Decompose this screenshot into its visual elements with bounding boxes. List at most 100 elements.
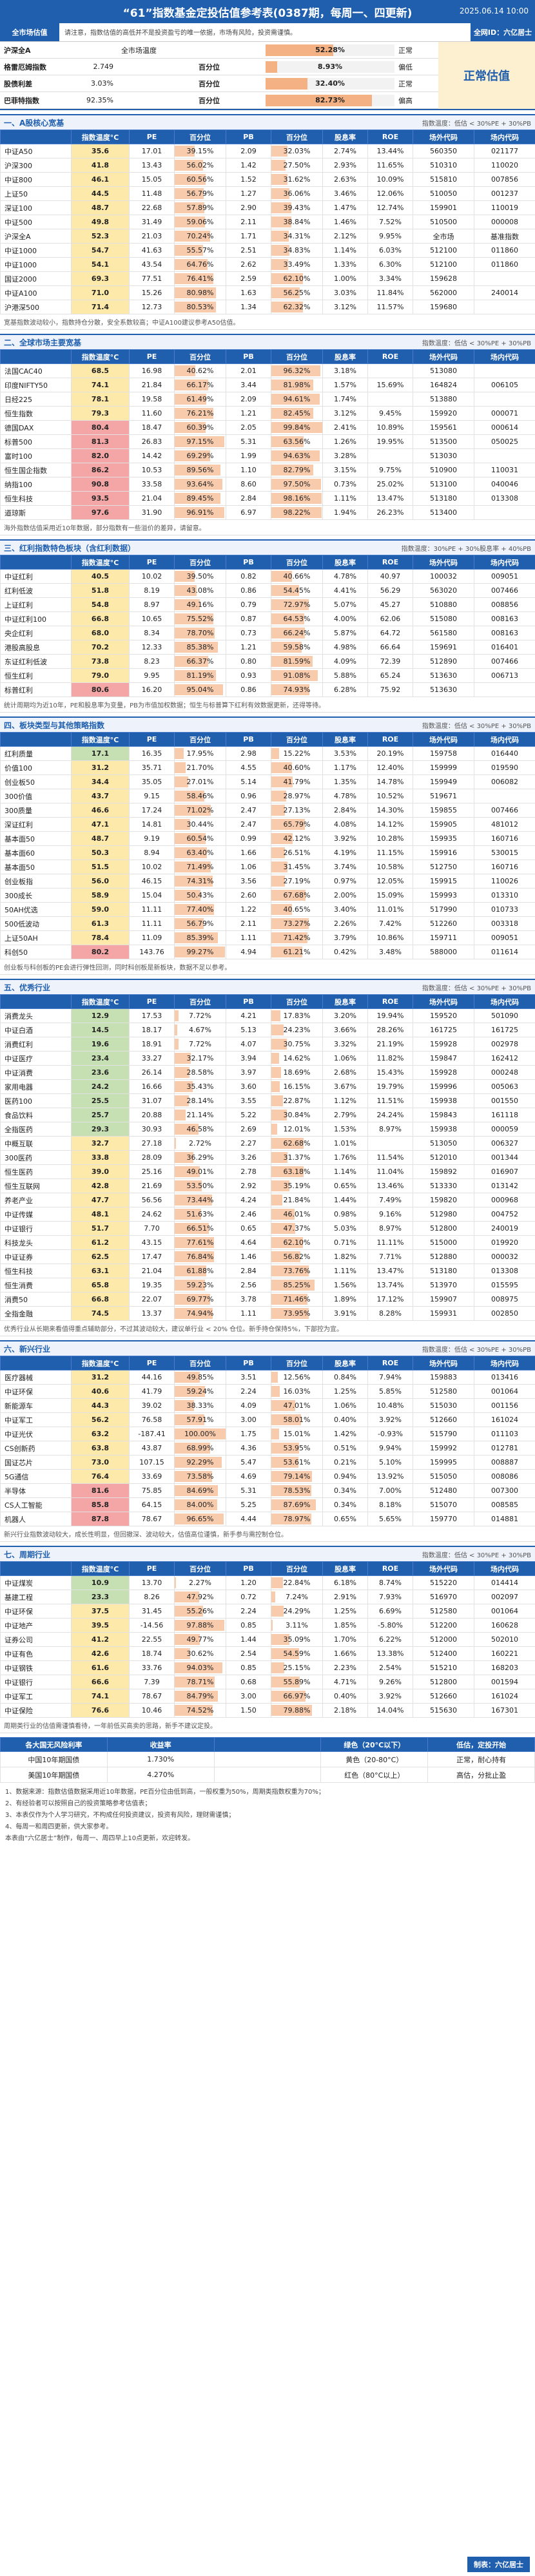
pe-value: 11.11 — [129, 916, 175, 931]
pb-percentile-text: 31.62% — [283, 175, 311, 184]
pb-value: 3.00 — [226, 1689, 271, 1704]
pe-percentile-fill — [175, 1280, 205, 1291]
index-name: 半导体 — [0, 1483, 72, 1498]
pb-percentile-text: 16.03% — [283, 1387, 311, 1396]
pe-percentile: 28.14% — [174, 1093, 226, 1108]
index-temperature: 65.8 — [71, 1278, 130, 1293]
summary-status: 正常 — [398, 46, 413, 55]
index-name: 中证环保 — [0, 1604, 72, 1619]
col-header: 场内代码 — [474, 349, 535, 364]
col-header: 百分位 — [271, 1561, 323, 1576]
pe-value: 11.60 — [129, 406, 175, 421]
rates-cell — [213, 1751, 322, 1767]
pb-percentile-fill — [271, 932, 308, 943]
offexchange-code: 515080 — [413, 611, 474, 626]
dividend-yield: 1.11% — [322, 491, 368, 506]
pe-percentile-fill — [175, 1265, 206, 1276]
exchange-code: 160716 — [474, 860, 535, 874]
table-row: 红利低波 51.8 8.19 43.08% 0.86 54.45% 4.41% 56.29 56… — [0, 583, 535, 598]
pe-percentile-text: 100.00% — [184, 1430, 216, 1438]
index-name: 5G通信 — [0, 1469, 72, 1484]
pe-value: 77.51 — [129, 271, 175, 286]
pb-value: 1.27 — [226, 186, 271, 201]
pe-percentile: 85.39% — [174, 930, 226, 945]
pb-value: 5.13 — [226, 1023, 271, 1037]
pb-percentile-text: 12.01% — [283, 1125, 311, 1133]
roe-value — [367, 363, 413, 378]
col-header: 场外代码 — [413, 349, 474, 364]
pe-percentile-fill — [175, 1223, 209, 1234]
offexchange-code: 159892 — [413, 1164, 474, 1179]
index-temperature: 46.6 — [71, 803, 130, 818]
pe-percentile-fill — [175, 1577, 176, 1588]
exchange-code: 001594 — [474, 1675, 535, 1689]
pb-value: 1.06 — [226, 860, 271, 874]
pe-percentile: 61.88% — [174, 1264, 226, 1278]
pb-percentile-fill — [271, 918, 309, 929]
index-temperature: 14.5 — [71, 1023, 130, 1037]
pe-percentile: 17.95% — [174, 746, 226, 761]
pb-value: 1.66 — [226, 845, 271, 860]
exchange-code: 013416 — [474, 1370, 535, 1385]
exchange-code: 000614 — [474, 420, 535, 435]
pe-percentile: 58.46% — [174, 789, 226, 803]
pe-percentile-text: 96.65% — [186, 1515, 214, 1523]
roe-value: 6.69% — [367, 1604, 413, 1619]
pb-percentile: 27.13% — [271, 803, 323, 818]
pb-percentile-text: 74.93% — [283, 686, 311, 694]
pe-percentile-text: 69.29% — [186, 452, 214, 460]
table-row: 德国DAX 80.4 18.47 60.39% 2.05 99.84% 2.41% 10.89… — [0, 420, 535, 435]
pe-percentile-fill — [175, 1209, 201, 1220]
col-header-name — [0, 555, 72, 570]
table-row: 半导体 81.6 75.85 84.69% 5.31 78.53% 0.34% 7.00% 51… — [0, 1483, 535, 1498]
index-name: 创业板50 — [0, 774, 72, 789]
pe-percentile: 76.84% — [174, 1249, 226, 1264]
pe-percentile-text: 66.51% — [186, 1224, 214, 1233]
roe-value: 8.97% — [367, 1221, 413, 1236]
pb-percentile-text: 78.53% — [283, 1486, 311, 1495]
roe-value: 7.52% — [367, 215, 413, 229]
table-row: 东证红利低波 73.8 8.23 66.37% 0.80 81.59% 4.09% 72.39… — [0, 654, 535, 669]
pe-percentile-text: 38.33% — [186, 1401, 214, 1410]
offexchange-code: 159949 — [413, 774, 474, 789]
col-header: PE — [129, 732, 175, 747]
pe-percentile: 70.24% — [174, 229, 226, 244]
pb-percentile-fill — [271, 1294, 308, 1305]
dividend-yield: 2.68% — [322, 1065, 368, 1080]
pe-value: 21.04 — [129, 1264, 175, 1278]
table-row: 纳指100 90.8 33.58 93.64% 8.60 97.50% 0.73% 25.02… — [0, 477, 535, 492]
index-name: 基建工程 — [0, 1590, 72, 1604]
dividend-yield: 4.00% — [322, 611, 368, 626]
dividend-yield: 0.84% — [322, 1370, 368, 1385]
pb-percentile: 54.59% — [271, 1646, 323, 1661]
pe-percentile-fill — [175, 1648, 191, 1659]
table-header-row: 指数温度°C PE 百分位 PB 百分位 股息率 ROE 场外代码 场内代码 — [0, 732, 535, 747]
pb-percentile-fill — [271, 791, 286, 802]
pb-value: 2.47 — [226, 803, 271, 818]
summary-row: 股债利差 3.03% 百分位 32.40% 正常 — [0, 75, 438, 92]
roe-value: 7.94% — [367, 1370, 413, 1385]
roe-value: 7.42% — [367, 916, 413, 931]
roe-value: 11.11% — [367, 1235, 413, 1250]
index-temperature: 44.5 — [71, 186, 130, 201]
pb-percentile: 16.03% — [271, 1384, 323, 1399]
pe-percentile-text: 53.50% — [186, 1182, 214, 1190]
offexchange-code: 562000 — [413, 285, 474, 300]
pe-value: 13.43 — [129, 158, 175, 173]
pe-value: 7.70 — [129, 1221, 175, 1236]
pb-percentile-text: 79.14% — [283, 1472, 311, 1481]
pb-percentile: 34.83% — [271, 243, 323, 258]
pb-percentile: 64.53% — [271, 611, 323, 626]
table-row: 中证光伏 63.2 -187.41 100.00% 1.75 15.01% 1.42% -0.… — [0, 1427, 535, 1441]
index-table: 指数温度°C PE 百分位 PB 百分位 股息率 ROE 场外代码 场内代码 消费龙头 12.9 17… — [0, 994, 535, 1321]
pe-percentile-fill — [175, 819, 191, 830]
pb-percentile-fill — [271, 1372, 278, 1383]
index-name: 恒生红利 — [0, 668, 72, 683]
pb-value: 1.46 — [226, 1249, 271, 1264]
col-header: PE — [129, 555, 175, 570]
index-name: 沪港深500 — [0, 300, 72, 314]
pb-percentile-text: 27.13% — [283, 806, 311, 814]
pb-percentile-fill — [271, 585, 299, 596]
table-row: 恒生指数 79.3 11.60 76.21% 1.21 82.45% 3.12% 9.45% 1… — [0, 406, 535, 421]
